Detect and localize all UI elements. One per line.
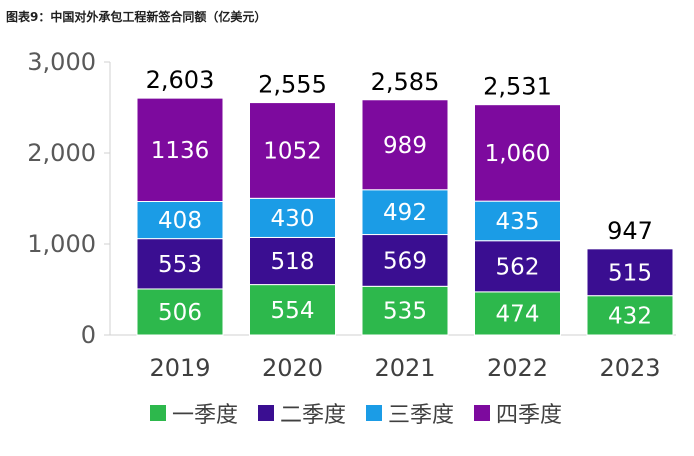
- bar-segment: [136, 238, 224, 290]
- data-label: 474: [496, 301, 540, 327]
- x-category-label: 2019: [149, 354, 210, 382]
- y-tick-label: 0: [81, 321, 96, 349]
- total-label: 2,603: [146, 66, 215, 94]
- legend-label-q4: 四季度: [496, 403, 563, 428]
- data-label: 432: [608, 303, 652, 329]
- bar-segment: [136, 288, 224, 336]
- data-label: 989: [383, 133, 427, 159]
- legend-label-q1: 一季度: [172, 403, 239, 428]
- legend-swatch-q2: [258, 405, 275, 421]
- bar-segment: [136, 97, 224, 203]
- bar-segment: [249, 102, 336, 199]
- legend-item-q4: 四季度: [474, 397, 562, 429]
- bar-segment: [474, 200, 561, 242]
- y-tick-label: 1,000: [27, 230, 96, 258]
- x-category-label: 2020: [262, 354, 323, 382]
- bar-segment: [361, 189, 449, 236]
- legend-swatch-q1: [150, 405, 166, 421]
- legend-swatch-q4: [474, 405, 491, 421]
- legend-item-q2: 二季度: [258, 397, 346, 429]
- bar-segment: [474, 104, 561, 202]
- y-tick-label: 3,000: [27, 48, 96, 76]
- total-label: 2,585: [371, 68, 440, 96]
- data-label: 1052: [263, 138, 322, 164]
- total-label: 2,555: [258, 71, 327, 99]
- legend-item-q1: 一季度: [150, 397, 238, 429]
- bar-segment: [361, 99, 449, 191]
- legend-item-q3: 三季度: [366, 397, 454, 429]
- x-category-label: 2021: [374, 354, 435, 382]
- bar-segment: [361, 285, 449, 336]
- y-tick-label: 2,000: [27, 139, 96, 167]
- bar-segment: [586, 248, 674, 297]
- x-category-label: 2023: [599, 354, 660, 382]
- data-label: 515: [608, 260, 652, 286]
- data-label: 506: [158, 300, 202, 326]
- data-label: 553: [158, 252, 202, 278]
- data-label: 554: [271, 298, 315, 324]
- data-label: 1,060: [485, 141, 551, 167]
- bar-segment: [474, 291, 561, 336]
- bar-segment: [586, 295, 674, 336]
- bar-segment: [249, 197, 336, 238]
- legend-swatch-q3: [366, 405, 383, 421]
- data-label: 430: [271, 206, 315, 232]
- legend-label-q3: 三季度: [388, 403, 455, 428]
- data-label: 408: [158, 208, 202, 234]
- figure-title: 图表9：中国对外承包工程新签合同额（亿美元）: [6, 10, 267, 24]
- y-axis: 0 1,000 2,000 3,000: [27, 48, 676, 349]
- data-label: 1136: [151, 138, 210, 164]
- total-label: 2,531: [483, 73, 552, 101]
- labels: 506 553 408 1136 2,603 2019 554 518 430 1052 2,555…: [146, 66, 661, 382]
- data-label: 562: [496, 254, 540, 280]
- legend: 一季度 二季度 三季度 四季度: [150, 397, 562, 429]
- total-label: 947: [607, 217, 653, 245]
- data-label: 569: [383, 248, 427, 274]
- data-label: 492: [383, 200, 427, 226]
- data-label: 535: [383, 299, 427, 325]
- data-label: 518: [271, 249, 315, 275]
- bars: [136, 97, 674, 336]
- bar-segment: [249, 236, 336, 286]
- bar-segment: [474, 240, 561, 293]
- legend-label-q2: 二季度: [280, 403, 347, 428]
- x-category-label: 2022: [487, 354, 548, 382]
- data-label: 435: [496, 209, 540, 235]
